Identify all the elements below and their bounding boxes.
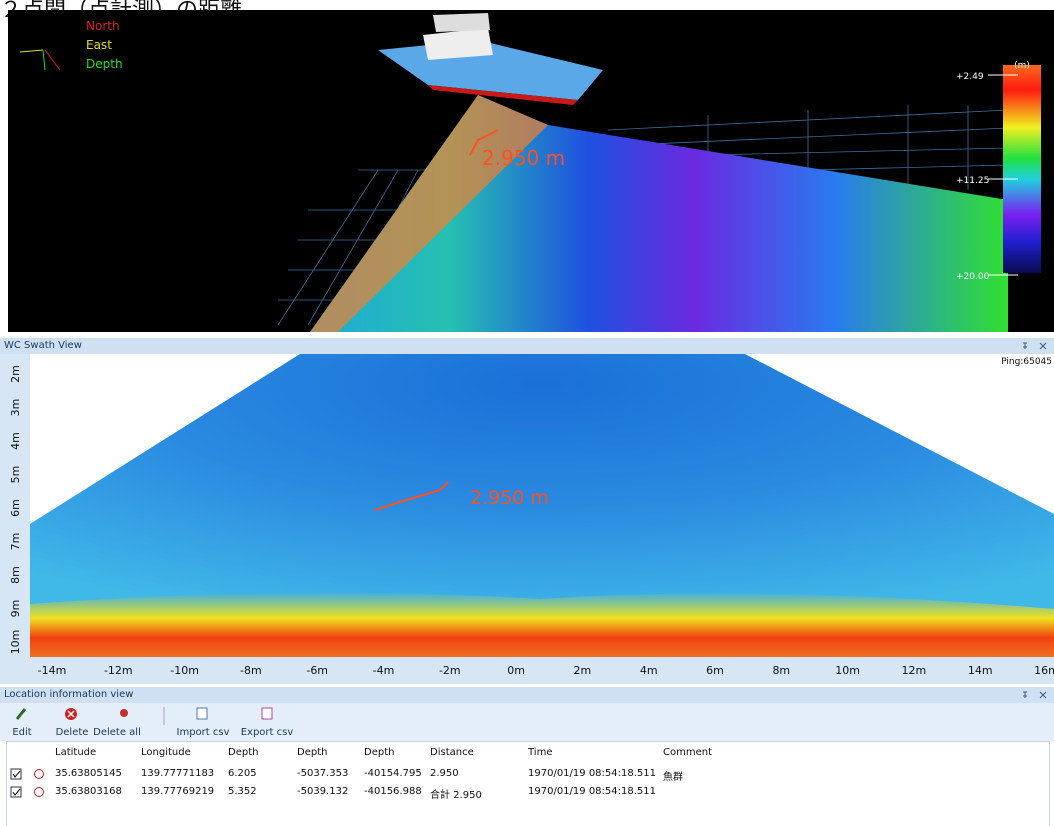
scene-3d: 2.950 m (m) +2.49 +11.25 +20.00 North East De… xyxy=(8,10,1054,332)
x-axis-label: 0m xyxy=(507,664,525,677)
column-header: Time xyxy=(528,747,553,758)
colorbar-unit: (m) xyxy=(1014,61,1030,71)
pane-buttons[interactable] xyxy=(1020,690,1050,700)
y-axis-label: 10m xyxy=(9,630,22,655)
column-header: Distance xyxy=(430,747,474,758)
toolbar-button[interactable]: Delete all xyxy=(93,727,141,738)
row-checkbox[interactable] xyxy=(10,768,50,782)
toolbar-button[interactable]: Import csv xyxy=(176,727,230,738)
x-axis-label: -8m xyxy=(240,664,262,677)
toolbar-button[interactable]: Delete xyxy=(55,727,89,738)
x-axis-label: 10m xyxy=(835,664,860,677)
x-axis-label: 14m xyxy=(968,664,993,677)
y-axis-label: 6m xyxy=(9,499,22,517)
x-axis-label: -14m xyxy=(38,664,67,677)
table-cell: -5037.353 xyxy=(297,768,349,779)
colorbar-label: +2.49 xyxy=(956,72,984,82)
x-axis-label: -4m xyxy=(373,664,395,677)
seabed-echo xyxy=(30,592,1054,657)
x-axis-label: -2m xyxy=(439,664,461,677)
pane-buttons[interactable] xyxy=(1020,341,1050,351)
x-axis-label: -12m xyxy=(104,664,133,677)
column-header: Comment xyxy=(663,747,712,758)
x-axis-label: 16m xyxy=(1034,664,1054,677)
y-axis-label: 2m xyxy=(9,365,22,383)
column-header: Depth xyxy=(228,747,259,758)
colorbar-label: +11.25 xyxy=(956,176,989,186)
colorbar xyxy=(1003,65,1041,273)
pane-title: Location information view xyxy=(4,689,134,700)
table xyxy=(6,741,1050,826)
toolbar-button[interactable]: Edit xyxy=(12,727,32,738)
y-axis-label: 7m xyxy=(9,533,22,551)
row-checkbox[interactable] xyxy=(10,786,50,800)
x-axis-label: 2m xyxy=(574,664,592,677)
y-axis-label: 5m xyxy=(9,466,22,484)
y-axis-label: 9m xyxy=(9,600,22,618)
table-cell: 35.63803168 xyxy=(55,786,122,797)
table-cell: 6.205 xyxy=(228,768,257,779)
x-axis-label: 6m xyxy=(706,664,724,677)
measurement-label: 2.950 m xyxy=(470,487,549,509)
table-cell: -40154.795 xyxy=(364,768,422,779)
axes-icon xyxy=(19,49,61,71)
pane-title: WC Swath View xyxy=(4,340,82,351)
legend-entry: East xyxy=(86,38,112,52)
table-cell: 139.77769219 xyxy=(141,786,215,797)
table-cell: 35.63805145 xyxy=(55,768,122,779)
toolbar-icons xyxy=(15,707,273,725)
table-cell: 魚群 xyxy=(663,772,683,783)
table-cell: 1970/01/19 08:54:18.511 xyxy=(528,786,656,797)
ping-label: Ping:65045 xyxy=(1001,357,1052,367)
column-header: Longitude xyxy=(141,747,191,758)
toolbar-button[interactable]: Export csv xyxy=(240,727,294,738)
column-header: Depth xyxy=(364,747,395,758)
x-axis-label: -6m xyxy=(306,664,328,677)
table-cell: -5039.132 xyxy=(297,786,349,797)
x-axis-label: -10m xyxy=(170,664,199,677)
table-cell: 139.77771183 xyxy=(141,768,215,779)
x-axis-label: 12m xyxy=(902,664,927,677)
y-axis-label: 3m xyxy=(9,399,22,417)
y-axis-label: 8m xyxy=(9,566,22,584)
colorbar-label: +20.00 xyxy=(956,272,990,282)
column-header: Depth xyxy=(297,747,328,758)
x-axis-label: 8m xyxy=(772,664,790,677)
table-cell: 合計 2.950 xyxy=(430,790,482,801)
measurement-label: 2.950 m xyxy=(482,146,565,170)
table-cell: -40156.988 xyxy=(364,786,422,797)
y-axis-label: 4m xyxy=(9,432,22,450)
pane-header: WC Swath View xyxy=(0,338,1054,354)
legend-entry: Depth xyxy=(86,57,123,71)
table-cell: 5.352 xyxy=(228,786,257,797)
swath-view: 2.950 m Ping:65045 2m 3m 4m 5m 6m 7m 8m 9m 10m -1… xyxy=(0,354,1054,684)
pane-header: Location information view xyxy=(0,687,1054,703)
table-cell: 2.950 xyxy=(430,768,459,779)
table-cell: 1970/01/19 08:54:18.511 xyxy=(528,768,656,779)
legend-entry: North xyxy=(86,19,120,33)
column-header: Latitude xyxy=(55,747,97,758)
toolbar xyxy=(0,703,1054,741)
x-axis-label: 4m xyxy=(640,664,658,677)
